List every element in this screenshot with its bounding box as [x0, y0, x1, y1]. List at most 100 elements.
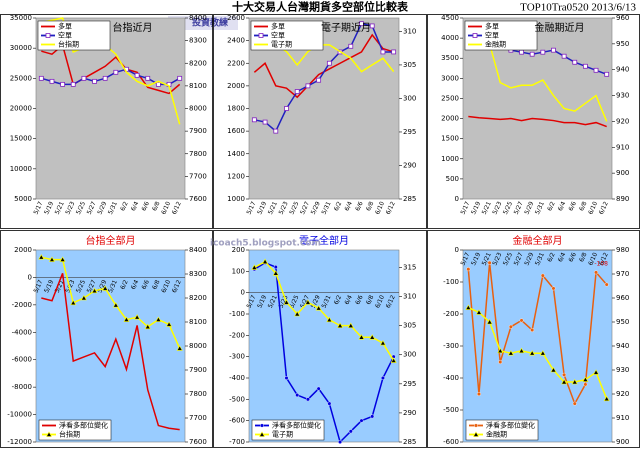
marker — [59, 256, 66, 262]
marker — [316, 386, 321, 391]
x-tick-label: 6/8 — [151, 279, 162, 291]
y-tick-label: 2000 — [14, 246, 32, 254]
y2-tick-label: 300 — [403, 351, 416, 359]
y-tick-label: 0 — [455, 246, 459, 254]
y-tick-label: 4000 — [441, 34, 459, 42]
marker — [380, 49, 386, 55]
marker — [391, 49, 397, 55]
x-tick-label: 6/2 — [333, 200, 344, 212]
y-tick-label: 2000 — [441, 115, 459, 123]
marker — [45, 33, 51, 38]
marker — [476, 392, 481, 397]
legend-label: 台指期 — [59, 430, 80, 439]
y2-tick-label: 900 — [616, 438, 629, 446]
marker — [70, 81, 76, 87]
x-tick-label: 6/2 — [119, 200, 130, 212]
x-tick-label: 6/6 — [354, 294, 365, 306]
marker — [113, 69, 119, 75]
marker — [593, 67, 599, 73]
y2-tick-label: 940 — [616, 342, 629, 350]
y-tick-label: 15000 — [10, 135, 32, 143]
marker — [604, 282, 609, 287]
y-tick-label: -500 — [443, 406, 459, 414]
y-tick-label: 3500 — [441, 54, 459, 62]
marker — [540, 49, 546, 55]
y2-tick-label: 7800 — [189, 150, 207, 158]
series-line — [41, 43, 181, 95]
y-tick-label: 1500 — [441, 135, 459, 143]
y2-tick-label: 970 — [616, 270, 629, 278]
page-title: 十大交易人台灣期貨多空部位比較表 — [232, 0, 409, 14]
marker — [561, 378, 568, 385]
marker — [472, 431, 480, 437]
marker — [295, 393, 300, 398]
y2-tick-label: 290 — [403, 409, 416, 417]
marker — [358, 334, 365, 340]
marker — [347, 322, 354, 328]
y-tick-label: -500 — [229, 395, 245, 403]
marker — [472, 33, 478, 38]
y-tick-label: 35000 — [10, 14, 32, 22]
marker — [273, 128, 279, 134]
marker — [251, 117, 257, 123]
y-tick-label: 1000 — [227, 195, 245, 203]
plot-area — [248, 249, 400, 443]
marker — [316, 77, 322, 83]
legend-label: 空單 — [485, 31, 499, 40]
marker — [475, 309, 482, 315]
x-tick-label: 6/8 — [151, 200, 162, 212]
marker — [91, 287, 98, 294]
y-tick-label: 20000 — [10, 105, 32, 113]
marker — [508, 324, 513, 329]
panel-border — [213, 14, 427, 229]
x-tick-label: 6/2 — [333, 294, 344, 306]
y-tick-label: 10000 — [10, 165, 32, 173]
y-tick-label: -300 — [229, 353, 245, 361]
y2-tick-label: 890 — [616, 195, 629, 203]
legend-label: 電子期 — [271, 41, 292, 49]
series-line — [41, 273, 180, 431]
x-tick-label: 6/6 — [567, 251, 578, 263]
y2-tick-label: 910 — [616, 143, 629, 151]
x-tick-label: 6/4 — [557, 200, 568, 212]
y-tick-label: 25000 — [10, 74, 32, 82]
marker — [551, 47, 556, 53]
y2-tick-label: 7900 — [189, 127, 207, 135]
plot-area — [35, 249, 186, 443]
chart-title: 電子期近月 — [321, 21, 371, 34]
marker — [155, 81, 161, 87]
marker — [134, 314, 141, 320]
y2-tick-label: 900 — [616, 169, 629, 177]
marker — [92, 78, 97, 84]
marker — [519, 49, 524, 55]
marker — [337, 322, 344, 328]
y2-tick-label: 8000 — [189, 342, 207, 350]
marker — [359, 21, 364, 27]
legend-label: 淨看多部位變化 — [486, 421, 535, 430]
y2-tick-label: 8400 — [189, 14, 207, 22]
y2-tick-label: 8100 — [189, 318, 207, 326]
legend-label: 多單 — [485, 22, 499, 31]
marker — [144, 323, 151, 330]
y-tick-label: -4000 — [12, 328, 32, 336]
y2-tick-label: 930 — [616, 92, 629, 100]
marker — [530, 328, 535, 333]
x-tick-label: 6/4 — [130, 279, 141, 291]
y2-tick-label: 960 — [616, 14, 629, 22]
logo-box — [168, 16, 238, 30]
y-tick-label: -200 — [229, 331, 245, 339]
y2-tick-label: 7900 — [189, 366, 207, 374]
y2-tick-label: 295 — [403, 128, 416, 136]
marker — [486, 318, 493, 325]
marker — [582, 376, 589, 382]
y2-tick-label: 8300 — [189, 37, 207, 45]
marker — [466, 267, 471, 272]
x-tick-label: 6/2 — [119, 279, 130, 291]
marker — [49, 78, 55, 84]
marker — [80, 294, 87, 301]
marker — [551, 286, 556, 291]
marker — [166, 321, 173, 327]
y-tick-label: 100 — [232, 267, 245, 275]
y-tick-label: -300 — [443, 342, 459, 350]
